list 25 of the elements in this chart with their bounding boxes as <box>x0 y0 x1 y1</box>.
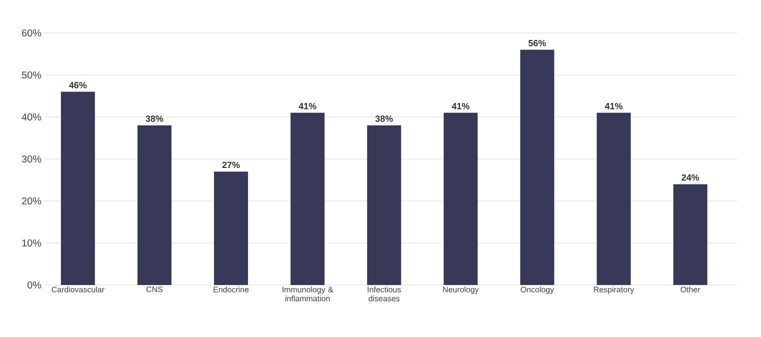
bar <box>290 112 325 285</box>
data-label: 38% <box>146 116 164 122</box>
y-tick-label: 40% <box>22 113 42 121</box>
data-label: 46% <box>69 82 87 88</box>
y-tick-label: 10% <box>22 239 42 247</box>
data-label: 56% <box>528 40 546 46</box>
y-tick-label: 20% <box>22 197 42 205</box>
data-label: 41% <box>298 102 316 110</box>
y-tick-label: 30% <box>22 155 42 163</box>
data-label: 38% <box>375 116 393 122</box>
y-tick-label: 60% <box>22 29 42 37</box>
bar <box>367 125 402 285</box>
data-label: 27% <box>222 162 240 168</box>
data-label: 41% <box>604 102 622 110</box>
y-tick-label: 50% <box>22 71 42 79</box>
bar <box>444 112 478 285</box>
bar <box>214 172 248 285</box>
bar <box>137 125 172 285</box>
data-label: 41% <box>452 102 470 110</box>
y-tick-label: 0% <box>27 281 42 289</box>
bar <box>520 50 554 285</box>
bar <box>596 112 631 285</box>
bar <box>60 92 95 285</box>
bar <box>673 184 708 285</box>
data-label: 24% <box>682 174 700 181</box>
